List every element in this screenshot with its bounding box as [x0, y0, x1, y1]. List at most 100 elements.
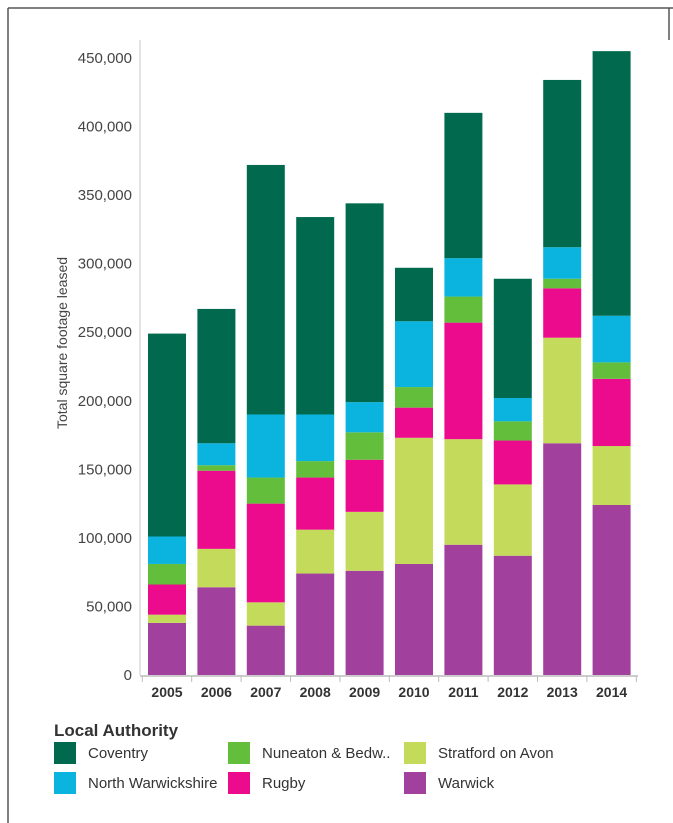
bar-segment	[493, 421, 532, 441]
bar-segment	[444, 112, 483, 259]
bar-segment	[543, 278, 582, 289]
y-axis-label: Total square footage leased	[54, 257, 70, 429]
y-tick-label: 200,000	[78, 393, 132, 410]
bar-segment	[148, 536, 186, 564]
legend-swatch	[404, 742, 426, 764]
bar-segment	[444, 322, 483, 440]
bar-segment	[395, 563, 433, 675]
legend-label: Nuneaton & Bedw..	[262, 744, 391, 762]
bar-segment	[444, 296, 483, 323]
bar-segment	[246, 602, 285, 626]
bar-segment	[345, 432, 384, 460]
bar-segment	[197, 465, 236, 471]
legend-label: Warwick	[438, 774, 495, 792]
bar-segment	[395, 321, 433, 388]
bar-segment	[246, 477, 285, 504]
bar-segment	[592, 362, 631, 379]
bar-segment	[345, 402, 384, 433]
bar-segment	[493, 484, 532, 556]
y-tick-label: 50,000	[86, 598, 132, 615]
legend-swatch	[228, 742, 250, 764]
bar-segment	[493, 398, 532, 422]
bar-segment	[444, 258, 483, 297]
x-tick-label: 2005	[151, 684, 182, 700]
x-tick-label: 2010	[398, 684, 429, 700]
x-tick-label: 2006	[201, 684, 232, 700]
bar-segment	[543, 247, 582, 279]
legend-label: North Warwickshire	[88, 774, 218, 792]
y-tick-label: 0	[124, 667, 132, 684]
y-tick-label: 150,000	[78, 461, 132, 478]
legend-item[interactable]: Warwick	[404, 772, 494, 794]
bar-segment	[197, 308, 236, 444]
bar-segment	[543, 79, 582, 248]
bar-segment	[395, 407, 433, 438]
x-tick-label: 2008	[300, 684, 331, 700]
bar-segment	[246, 164, 285, 415]
legend-item[interactable]: North Warwickshire	[54, 772, 217, 794]
legend-item[interactable]: Stratford on Avon	[404, 742, 554, 764]
bar-segment	[197, 548, 236, 588]
bar-segment	[444, 439, 483, 545]
bar-segment	[345, 203, 384, 403]
bar-segment	[345, 459, 384, 512]
bar-segment	[543, 443, 582, 675]
bar-segment	[148, 614, 186, 623]
legend-item[interactable]: Rugby	[228, 772, 305, 794]
legend-swatch	[404, 772, 426, 794]
bar-segment	[296, 529, 335, 574]
bar-segment	[246, 414, 285, 478]
bar-segment	[395, 437, 433, 564]
legend-swatch	[54, 772, 76, 794]
bar-segment	[592, 315, 631, 363]
bar-segment	[246, 503, 285, 603]
bar-segment	[592, 378, 631, 447]
bar-segment	[296, 414, 335, 462]
legend-swatch	[228, 772, 250, 794]
bar-segment	[197, 470, 236, 549]
y-tick-label: 450,000	[78, 50, 132, 67]
plot-area: 0 50,000 100,000 150,000 200,000 250,000 300,0…	[78, 40, 638, 700]
x-tick-label: 2012	[497, 684, 528, 700]
x-tick-label: 2013	[547, 684, 578, 700]
bar-segment	[148, 333, 186, 537]
y-tick-label: 100,000	[78, 530, 132, 547]
bar-segment	[592, 51, 631, 316]
bar-segment	[197, 587, 236, 675]
legend-label: Coventry	[88, 744, 149, 762]
legend-title: Local Authority	[54, 721, 179, 740]
bar-segment	[148, 563, 186, 585]
bar-segment	[592, 504, 631, 675]
bar-segment	[296, 461, 335, 478]
legend-label: Stratford on Avon	[438, 744, 554, 762]
bar-segment	[345, 570, 384, 675]
bar-segment	[543, 337, 582, 444]
y-tick-label: 250,000	[78, 324, 132, 341]
y-tick-label: 400,000	[78, 119, 132, 136]
bar-segment	[444, 544, 483, 675]
x-tick-label: 2007	[250, 684, 281, 700]
x-tick-label: 2009	[349, 684, 380, 700]
legend-label: Rugby	[262, 774, 306, 792]
x-tick-label: 2014	[596, 684, 627, 700]
bar-segment	[493, 555, 532, 675]
y-tick-label: 350,000	[78, 187, 132, 204]
bar-segment	[345, 511, 384, 571]
bar-segment	[296, 477, 335, 530]
bar-segment	[592, 446, 631, 505]
legend-item[interactable]: Nuneaton & Bedw..	[228, 742, 390, 764]
bar-segment	[296, 573, 335, 675]
bar-segment	[148, 584, 186, 615]
bar-segment	[197, 443, 236, 466]
bar-segment	[543, 288, 582, 338]
legend-item[interactable]: Coventry	[54, 742, 148, 764]
bar-segment	[246, 625, 285, 675]
bar-segment	[296, 217, 335, 415]
bar-segment	[395, 267, 433, 322]
y-tick-label: 300,000	[78, 256, 132, 273]
bar-segment	[493, 278, 532, 399]
bar-segment	[148, 622, 186, 675]
bar-segment	[395, 387, 433, 408]
